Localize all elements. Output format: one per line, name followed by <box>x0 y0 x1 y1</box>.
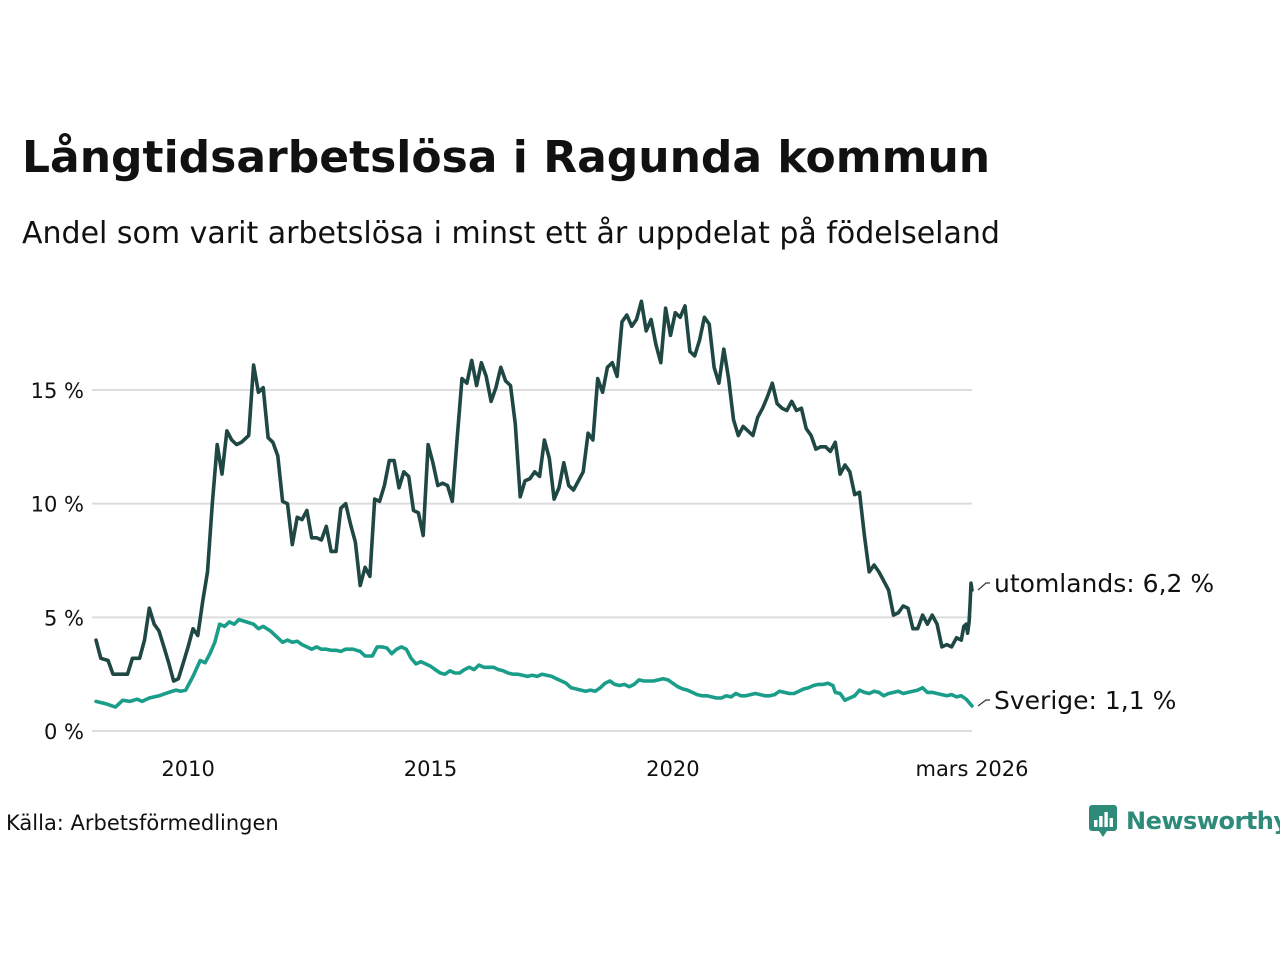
chart-subtitle: Andel som varit arbetslösa i minst ett å… <box>22 216 1000 251</box>
series-line-utomlands <box>94 299 974 683</box>
newsworthy-logo-icon <box>1089 805 1117 837</box>
y-tick-label: 10 % <box>31 493 84 517</box>
axis-labels: 0 % 5 % 10 % 15 % 2010 2015 2020 mars 2026 <box>31 379 1029 781</box>
brand-name: Newsworthy <box>1126 807 1280 835</box>
grid-lines <box>92 389 972 732</box>
brand-logo: Newsworthy <box>1088 804 1280 838</box>
end-label-sverige: Sverige: 1,1 % <box>994 686 1176 715</box>
series-lines <box>94 299 974 709</box>
end-labels: utomlands: 6,2 % Sverige: 1,1 % <box>977 569 1214 715</box>
end-label-utomlands: utomlands: 6,2 % <box>994 569 1214 598</box>
y-tick-label: 0 % <box>44 720 84 744</box>
x-tick-label: 2010 <box>161 757 214 781</box>
source-note: Källa: Arbetsförmedlingen <box>6 811 279 835</box>
y-tick-label: 5 % <box>44 606 84 630</box>
x-tick-label: mars 2026 <box>915 757 1028 781</box>
x-tick-label: 2015 <box>404 757 457 781</box>
chart-title: Långtidsarbetslösa i Ragunda kommun <box>22 132 991 183</box>
series-line-sverige <box>94 617 974 709</box>
y-tick-label: 15 % <box>31 379 84 403</box>
end-label-leader <box>977 582 990 591</box>
end-label-leader <box>977 699 990 707</box>
x-tick-label: 2020 <box>646 757 699 781</box>
